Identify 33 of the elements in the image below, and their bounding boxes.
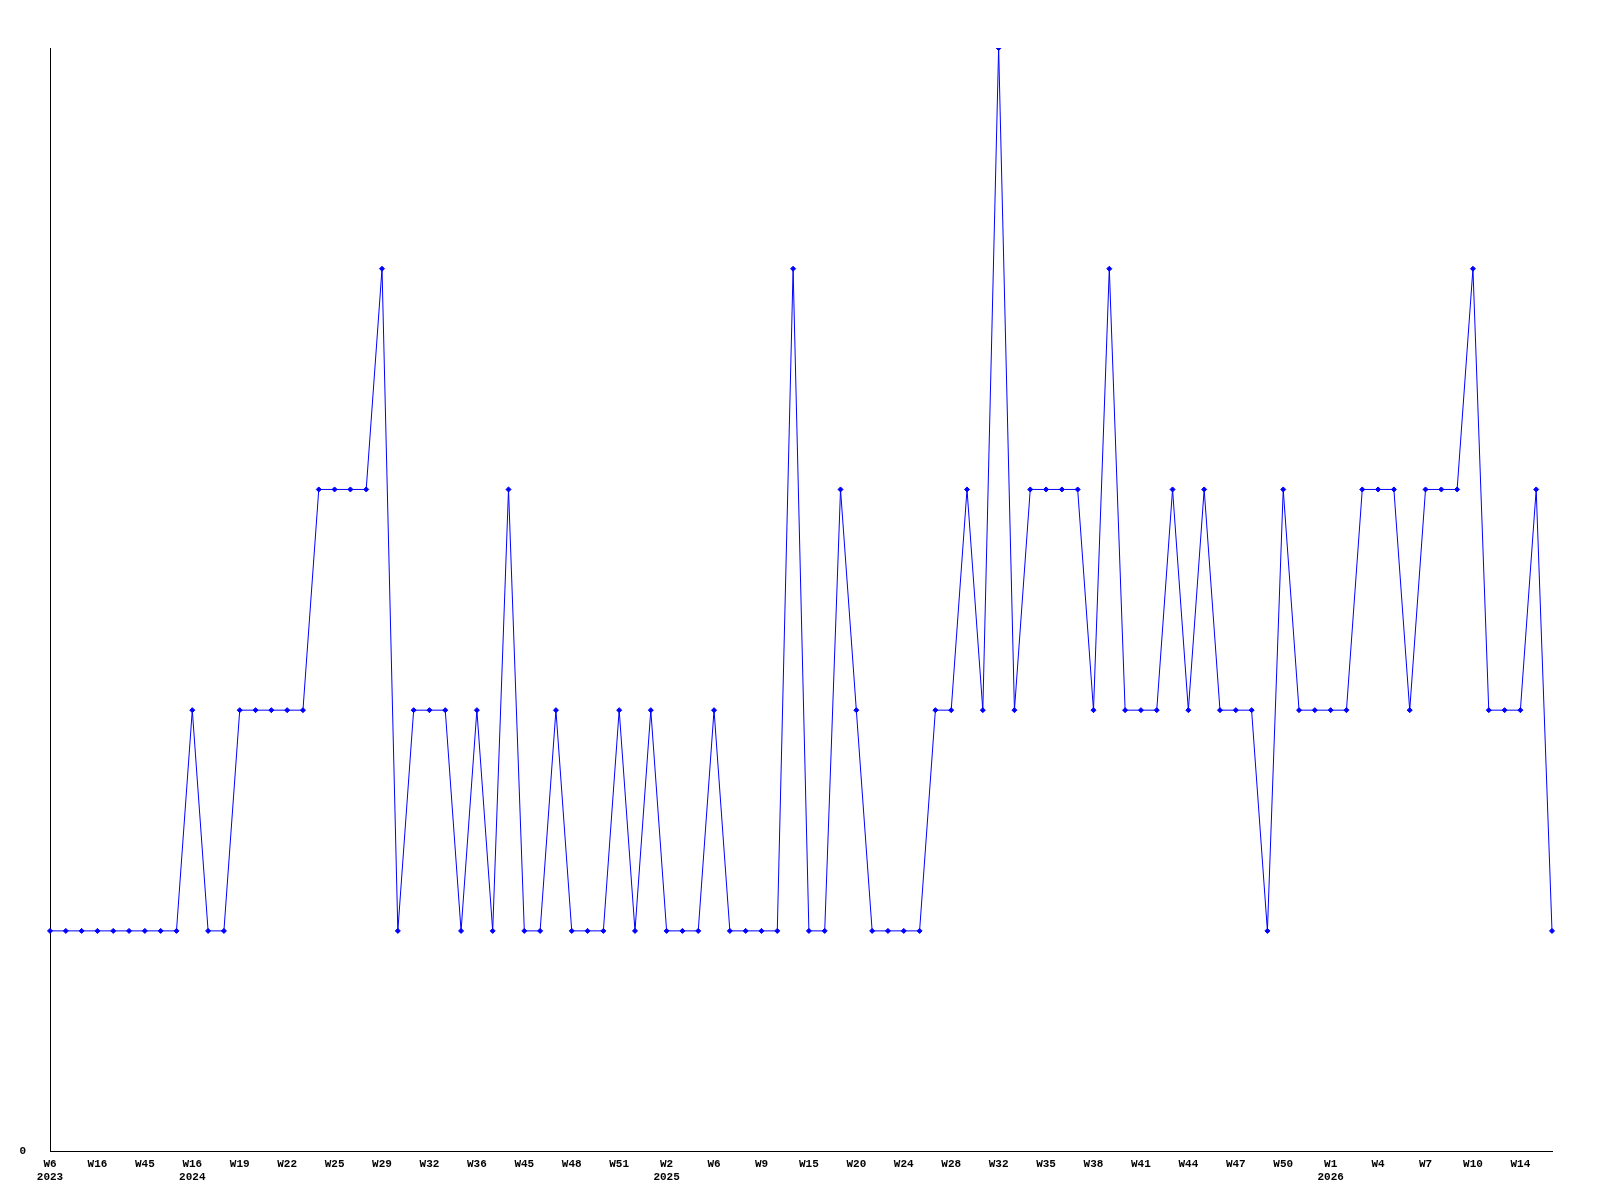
x-tick-label: W6 2023 <box>36 1157 64 1184</box>
x-tick-label: W7 <box>1418 1157 1433 1170</box>
x-tick-label: W29 <box>372 1157 392 1170</box>
x-tick-label: W45 <box>514 1157 535 1170</box>
x-tick-label: W50 <box>1273 1157 1294 1170</box>
x-tick-label: W16 <box>87 1157 108 1170</box>
x-tick-label: W35 <box>1036 1157 1057 1170</box>
x-tick-label: W22 <box>277 1157 298 1170</box>
x-tick-label: W19 <box>229 1157 250 1170</box>
x-tick-label: W36 <box>466 1157 487 1170</box>
x-tick-label: W45 <box>134 1157 156 1170</box>
x-tick-label: W32 <box>419 1157 440 1170</box>
x-tick-label: W10 <box>1463 1157 1483 1170</box>
x-tick-label: W28 <box>941 1157 962 1170</box>
x-tick-label: W25 <box>324 1157 345 1170</box>
x-tick-label: W51 <box>609 1157 630 1170</box>
x-tick-label: W15 <box>799 1157 820 1170</box>
x-tick-label: W1 2026 <box>1317 1157 1344 1184</box>
x-tick-label: W48 <box>561 1157 583 1170</box>
x-tick-label: W32 <box>988 1157 1009 1170</box>
x-tick-label: W4 <box>1371 1157 1386 1170</box>
x-tick-label: W16 2024 <box>179 1157 206 1184</box>
x-tick-label: W24 <box>893 1157 915 1170</box>
x-tick-label: W41 <box>1131 1157 1152 1170</box>
x-tick-label: W2 2025 <box>653 1157 681 1184</box>
x-tick-label: W9 <box>754 1157 769 1170</box>
x-tick-label: W14 <box>1510 1157 1531 1170</box>
x-tick-label: W38 <box>1083 1157 1104 1170</box>
text: 0 <box>19 1145 26 1158</box>
x-tick-label: W47 <box>1225 1157 1246 1170</box>
x-tick-label: W6 <box>707 1157 721 1170</box>
x-tick-label: W44 <box>1178 1157 1199 1170</box>
x-tick-label: W20 <box>846 1157 867 1170</box>
